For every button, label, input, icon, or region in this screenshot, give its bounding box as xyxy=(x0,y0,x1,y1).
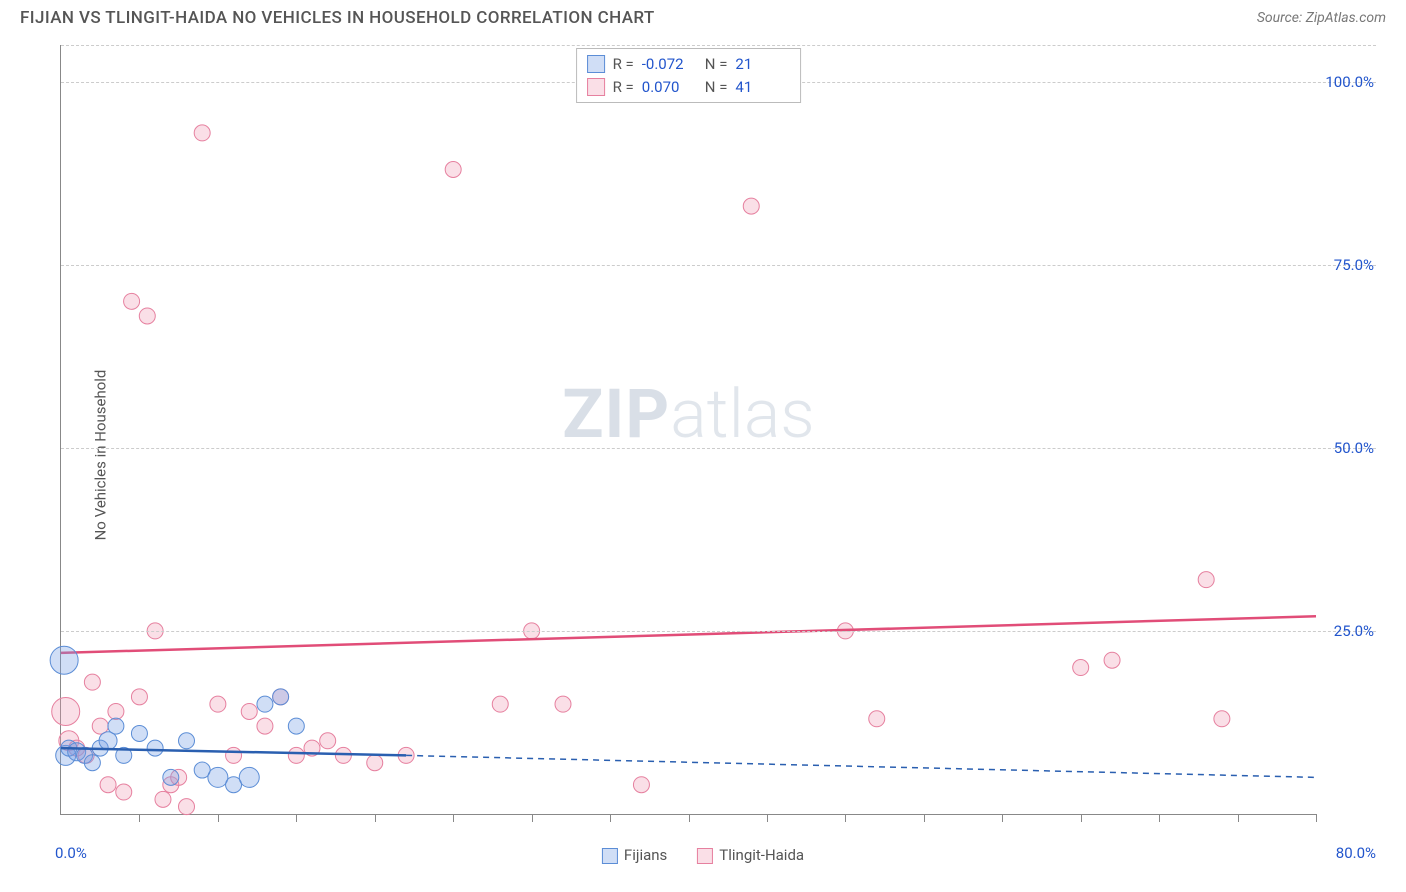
x-tick xyxy=(453,814,454,822)
tlingit-point xyxy=(52,697,80,725)
x-tick xyxy=(1159,814,1160,822)
tlingit-point xyxy=(1073,660,1089,676)
y-tick-label: 50.0% xyxy=(1334,439,1374,457)
title-bar: FIJIAN VS TLINGIT-HAIDA NO VEHICLES IN H… xyxy=(0,0,1406,32)
tlingit-point xyxy=(194,125,210,141)
fijians-point xyxy=(147,740,163,756)
grid-line xyxy=(61,448,1376,449)
x-tick xyxy=(845,814,846,822)
scatter-svg xyxy=(61,45,1316,814)
grid-line xyxy=(61,631,1376,632)
stats-row-fijians: R = -0.072 N = 21 xyxy=(587,53,791,76)
stats-n-value: 41 xyxy=(735,76,790,99)
tlingit-point xyxy=(100,777,116,793)
tlingit-point xyxy=(555,696,571,712)
stats-r-value: 0.070 xyxy=(642,76,697,99)
fijians-point xyxy=(84,755,100,771)
tlingit-point xyxy=(633,777,649,793)
tlingit-point xyxy=(210,696,226,712)
fijians-point xyxy=(208,767,228,787)
tlingit-point xyxy=(367,755,383,771)
x-origin-label: 0.0% xyxy=(55,844,87,862)
tlingit-point xyxy=(445,162,461,178)
tlingit-point xyxy=(869,711,885,727)
x-max-label: 80.0% xyxy=(1336,844,1376,862)
legend-swatch xyxy=(697,848,713,864)
source-attribution: Source: ZipAtlas.com xyxy=(1257,10,1386,26)
tlingit-point xyxy=(241,703,257,719)
tlingit-point xyxy=(1214,711,1230,727)
legend-label: Tlingit-Haida xyxy=(719,846,804,864)
tlingit-point xyxy=(288,747,304,763)
tlingit-point xyxy=(492,696,508,712)
fijians-point xyxy=(131,725,147,741)
fijians-point xyxy=(50,646,78,674)
tlingit-point xyxy=(116,784,132,800)
tlingit-point xyxy=(257,718,273,734)
tlingit-point xyxy=(743,198,759,214)
legend-item: Tlingit-Haida xyxy=(697,846,804,864)
legend-swatch xyxy=(602,848,618,864)
legend-item: Fijians xyxy=(602,846,667,864)
bottom-legend: Fijians Tlingit-Haida xyxy=(602,846,804,864)
fijians-point xyxy=(239,767,259,787)
stats-n-label: N = xyxy=(705,76,728,99)
stats-row-tlingit: R = 0.070 N = 41 xyxy=(587,76,791,99)
stats-n-label: N = xyxy=(705,53,728,76)
y-tick-label: 75.0% xyxy=(1334,256,1374,274)
grid-line xyxy=(61,45,1376,46)
tlingit-trendline xyxy=(61,616,1316,653)
x-tick xyxy=(139,814,140,822)
fijians-point xyxy=(288,718,304,734)
tlingit-point xyxy=(139,308,155,324)
tlingit-point xyxy=(1104,652,1120,668)
tlingit-point xyxy=(155,791,171,807)
x-tick xyxy=(1002,814,1003,822)
stats-swatch xyxy=(587,55,605,73)
fijians-point xyxy=(273,689,289,705)
x-tick xyxy=(1316,814,1317,822)
chart-title: FIJIAN VS TLINGIT-HAIDA NO VEHICLES IN H… xyxy=(20,8,655,28)
x-tick xyxy=(610,814,611,822)
x-tick xyxy=(296,814,297,822)
tlingit-point xyxy=(226,747,242,763)
stats-r-label: R = xyxy=(613,76,634,99)
chart-container: No Vehicles in Household ZIPatlas R =-0.… xyxy=(20,40,1386,870)
tlingit-point xyxy=(124,293,140,309)
x-tick xyxy=(767,814,768,822)
grid-line xyxy=(61,265,1376,266)
stats-legend: R = -0.072 N = 21 R = 0.070 N = 41 xyxy=(576,48,802,103)
x-tick xyxy=(375,814,376,822)
x-tick xyxy=(1238,814,1239,822)
x-tick xyxy=(532,814,533,822)
stats-r-label: R = xyxy=(613,53,634,76)
tlingit-point xyxy=(320,733,336,749)
fijians-point xyxy=(108,718,124,734)
tlingit-point xyxy=(1198,572,1214,588)
tlingit-point xyxy=(131,689,147,705)
x-tick xyxy=(924,814,925,822)
fijians-point xyxy=(257,696,273,712)
tlingit-point xyxy=(84,674,100,690)
x-tick xyxy=(689,814,690,822)
fijians-trendline-extend xyxy=(406,755,1316,777)
x-tick xyxy=(1081,814,1082,822)
x-tick xyxy=(218,814,219,822)
fijians-point xyxy=(179,733,195,749)
plot-area: ZIPatlas R =-0.072N =21R =0.070N =41 25.… xyxy=(60,45,1316,815)
stats-r-value: -0.072 xyxy=(642,53,697,76)
fijians-point xyxy=(163,769,179,785)
legend-label: Fijians xyxy=(624,846,667,864)
tlingit-point xyxy=(108,703,124,719)
y-tick-label: 25.0% xyxy=(1334,622,1374,640)
stats-swatch xyxy=(587,78,605,96)
tlingit-point xyxy=(179,799,195,815)
y-tick-label: 100.0% xyxy=(1325,73,1374,91)
stats-n-value: 21 xyxy=(735,53,790,76)
